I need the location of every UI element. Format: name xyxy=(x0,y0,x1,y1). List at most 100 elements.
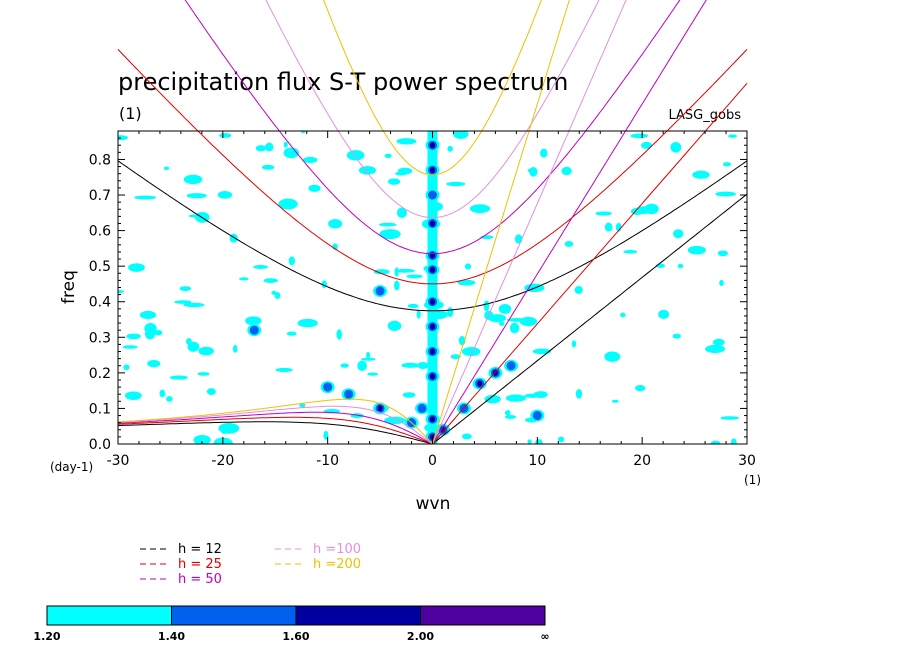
contour-patch xyxy=(535,439,543,444)
inertia-gravity-curve xyxy=(265,0,600,219)
contour-patch xyxy=(299,403,306,408)
kelvin-curve xyxy=(432,0,570,444)
y-tick-label: 0.6 xyxy=(89,224,111,240)
contour-patch xyxy=(265,142,274,152)
x-axis-unit: (1) xyxy=(744,473,761,487)
contour-patch xyxy=(430,373,435,380)
contour-patch xyxy=(635,384,646,392)
contour-patch xyxy=(147,359,161,368)
colorbar-label: ∞ xyxy=(540,630,549,643)
y-axis-label: freq xyxy=(59,270,79,304)
contour-patch xyxy=(483,300,490,312)
contour-patch xyxy=(710,440,721,444)
contour-patch xyxy=(461,433,472,440)
contour-patch xyxy=(469,204,491,214)
y-tick-label: 0.2 xyxy=(89,366,111,382)
contour-patch xyxy=(179,286,192,292)
contour-patch xyxy=(239,277,249,281)
contour-patch xyxy=(604,222,613,232)
contour-patch xyxy=(154,329,163,336)
contour-patch xyxy=(406,274,423,279)
contour-patch xyxy=(232,344,238,353)
contour-patch xyxy=(193,435,211,444)
contour-patch xyxy=(692,170,710,179)
x-tick-label: 20 xyxy=(633,453,651,469)
contour-patch xyxy=(379,229,401,240)
contour-patch xyxy=(457,279,476,286)
rossby-curve xyxy=(117,405,433,444)
x-tick-label: -20 xyxy=(211,453,234,469)
chart-title: precipitation flux S-T power spectrum xyxy=(118,68,568,96)
contour-patch xyxy=(297,318,318,328)
contour-patch xyxy=(717,250,728,257)
contour-patch xyxy=(428,190,437,200)
contour-column xyxy=(427,131,438,444)
colorbar-swatch xyxy=(295,605,421,626)
contour-patch xyxy=(532,411,542,421)
legend-label: h = 25 xyxy=(178,557,222,572)
contour-patch xyxy=(514,234,523,244)
contour-patch xyxy=(124,391,142,400)
contour-patch xyxy=(484,394,501,404)
contour-patch xyxy=(367,372,379,376)
contour-patch xyxy=(728,134,737,138)
contour-patch xyxy=(499,321,505,326)
colorbar-label: 1.40 xyxy=(158,630,185,643)
contour-patch xyxy=(159,389,166,398)
contour-patch xyxy=(712,338,725,346)
contour-patch xyxy=(139,310,157,320)
contour-patch xyxy=(123,364,130,371)
kelvin-curve xyxy=(432,82,748,444)
contour-patch xyxy=(557,436,565,443)
rossby-curve xyxy=(117,411,433,444)
contour-field xyxy=(118,131,740,444)
x-axis-label: wvn xyxy=(416,494,451,514)
legend-label: h = 50 xyxy=(178,572,222,587)
contour-patch xyxy=(402,392,416,398)
contour-patch xyxy=(263,278,278,284)
contour-patch xyxy=(504,410,511,416)
contour-patch xyxy=(144,328,156,340)
contour-patch xyxy=(278,198,298,210)
contour-patch xyxy=(620,312,626,318)
contour-patch xyxy=(720,416,740,420)
colorbar-swatch xyxy=(420,605,546,626)
contour-patch xyxy=(221,430,227,434)
contour-patch xyxy=(430,416,435,423)
contour-patch xyxy=(169,375,188,380)
contour-patch xyxy=(540,148,548,158)
contour-patch xyxy=(509,322,520,334)
contour-patch xyxy=(357,360,367,372)
contour-patch xyxy=(128,263,145,272)
contour-patch xyxy=(506,318,527,322)
y-tick-label: 0.0 xyxy=(89,437,111,453)
contour-patch xyxy=(658,309,670,320)
contour-patch xyxy=(395,171,407,176)
contour-patch xyxy=(730,438,737,444)
kelvin-curve xyxy=(432,0,707,444)
contour-patch xyxy=(505,394,527,402)
contour-patch xyxy=(623,250,638,254)
legend-label: h =200 xyxy=(313,557,361,572)
contour-patch xyxy=(430,348,435,355)
contour-patch xyxy=(134,195,157,200)
y-axis: 0.0 0.1 0.2 0.3 0.4 0.5 0.6 0.7 0.8 xyxy=(89,137,747,453)
colorbar-label: 1.60 xyxy=(282,630,309,643)
contour-patch xyxy=(346,150,365,161)
y-tick-label: 0.3 xyxy=(89,330,111,346)
contour-patch xyxy=(302,156,318,163)
contour-patch xyxy=(396,138,417,145)
contour-patch xyxy=(366,351,371,359)
contour-patch xyxy=(527,439,532,444)
contour-patch xyxy=(344,389,354,399)
contour-patch xyxy=(323,382,333,392)
inertia-gravity-curve xyxy=(117,160,748,312)
contour-patch xyxy=(722,162,732,167)
contour-patch xyxy=(715,191,736,197)
chart-subtitle: (1) xyxy=(119,104,142,123)
y-tick-label: 0.7 xyxy=(89,188,111,204)
contour-patch xyxy=(575,389,583,399)
legend-label: h = 12 xyxy=(178,542,222,557)
contour-patch xyxy=(271,290,277,295)
y-tick-label: 0.5 xyxy=(89,259,111,275)
